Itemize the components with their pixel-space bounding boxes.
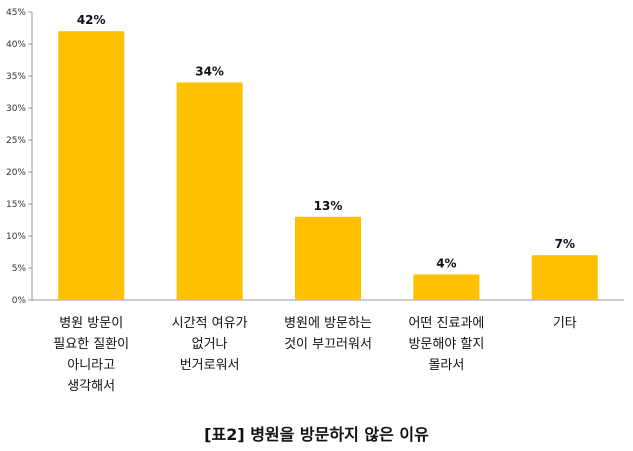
bar — [58, 31, 125, 300]
y-tick-label: 40% — [6, 40, 26, 50]
x-category-label: 병원에 방문하는 것이 부끄러워서 — [284, 316, 372, 352]
y-tick-label: 30% — [6, 104, 26, 114]
x-category-label: 어떤 진료과에 방문해야 할지 몰라서 — [408, 316, 485, 373]
y-axis-ticks: 0% 5% 10% 15% 20% 25% 30% 35% 40% 45% — [6, 8, 32, 306]
y-tick-label: 25% — [6, 136, 26, 146]
y-tick-label: 20% — [6, 168, 26, 178]
chart-title: [표2] 병원을 방문하지 않은 이유 — [204, 425, 429, 444]
data-label: 7% — [555, 237, 575, 251]
data-label: 4% — [436, 256, 456, 270]
y-tick-label: 10% — [6, 232, 26, 242]
y-tick-label: 15% — [6, 200, 26, 210]
bar — [413, 274, 480, 300]
y-tick-label: 45% — [6, 8, 26, 18]
y-tick-label: 35% — [6, 72, 26, 82]
x-category-label: 기타 — [552, 316, 577, 331]
data-label: 42% — [77, 13, 106, 27]
bars — [58, 31, 598, 301]
y-tick-label: 0% — [12, 296, 27, 306]
bar — [295, 216, 361, 300]
data-label: 13% — [314, 199, 343, 213]
data-labels: 42% 34% 13% 4% 7% — [77, 13, 575, 270]
data-label: 34% — [195, 64, 224, 78]
bar — [531, 255, 598, 300]
y-tick-label: 5% — [12, 264, 27, 274]
x-category-label: 시간적 여유가 없거나 번거로워서 — [171, 316, 248, 373]
bar — [176, 82, 243, 301]
x-category-label: 병원 방문이 필요한 질환이 아니라고 생각해서 — [53, 316, 130, 394]
